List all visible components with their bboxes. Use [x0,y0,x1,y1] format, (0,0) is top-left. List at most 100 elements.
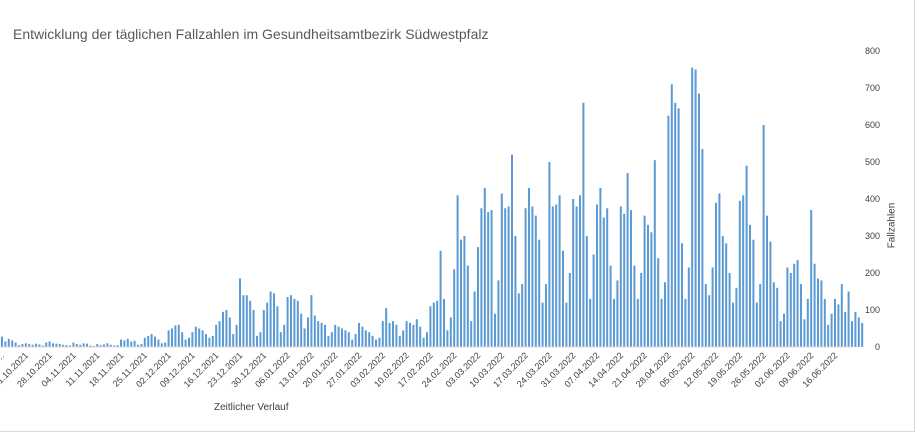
bar [443,298,445,347]
bar [749,224,751,347]
bar [783,313,785,347]
bar [14,342,17,347]
bar [541,302,544,347]
bar [490,210,493,347]
bar [477,247,479,347]
bar [698,93,700,347]
bar [198,328,201,347]
bar [585,236,588,347]
bar [130,341,133,347]
bar [245,295,248,347]
bar [405,321,408,347]
bar [273,293,275,347]
bar [160,343,163,347]
bar [851,321,853,347]
bar [303,328,306,347]
chart-title: Entwicklung der täglichen Fallzahlen im … [13,26,489,42]
bar [575,206,578,347]
bar [334,324,337,347]
bar [548,162,551,347]
bar [650,232,653,347]
bar [283,324,286,347]
bar [572,199,575,347]
bar [174,325,177,347]
bar [704,284,707,347]
bar [861,322,864,347]
y-tick-label: 300 [865,231,880,241]
bar [31,344,34,347]
bar [385,308,388,347]
bar [511,154,513,347]
bar [633,265,636,347]
bar [609,265,612,347]
bar [409,322,411,347]
bar [293,298,296,347]
bar [803,319,806,347]
y-tick-label: 600 [865,120,880,130]
bar [653,160,656,347]
bar [813,263,816,347]
bar [453,269,456,347]
bar [834,298,836,347]
bar [684,298,687,347]
bar [75,344,78,347]
bar [218,321,221,347]
bar [677,108,680,347]
bar [517,293,520,347]
bar [789,273,792,347]
bar [211,335,214,347]
bar [337,326,340,347]
bar [721,236,724,347]
bar [368,332,371,347]
bar [742,195,745,347]
bar [429,306,432,347]
bar [415,319,418,347]
bar [725,243,728,347]
bar [827,324,830,347]
bar [259,332,262,347]
y-tick-label: 800 [865,46,880,56]
bar [24,343,27,347]
bar [86,343,88,347]
bar [266,302,269,347]
bar [619,206,622,347]
bar [371,335,374,347]
bar [92,345,95,347]
bar [310,295,313,347]
bar [344,330,347,347]
bar [436,300,439,347]
bar [674,102,677,347]
bar [300,313,303,347]
y-tick-label: 200 [865,268,880,278]
bar [630,210,632,347]
bar [307,317,309,347]
bar [766,215,768,347]
bar [133,340,136,347]
bar [670,84,673,348]
x-tick-label: … [0,350,6,363]
bar [636,298,639,347]
bar [769,241,772,347]
bar [279,332,282,347]
bar [388,322,391,347]
bar [772,282,775,347]
bar [45,342,48,347]
bar [290,295,292,347]
bar [358,322,360,347]
bar [232,334,235,347]
bar [123,340,126,347]
bar [565,302,568,347]
bar [681,243,683,347]
bar [184,339,187,347]
bar [252,310,255,347]
bar [691,67,694,348]
bar [500,193,503,347]
bar [58,344,61,347]
y-tick-label: 100 [865,305,880,315]
bar [120,339,122,347]
y-tick-label: 0 [875,342,880,352]
bar [225,310,228,347]
bar [487,211,490,347]
bar [616,280,619,347]
